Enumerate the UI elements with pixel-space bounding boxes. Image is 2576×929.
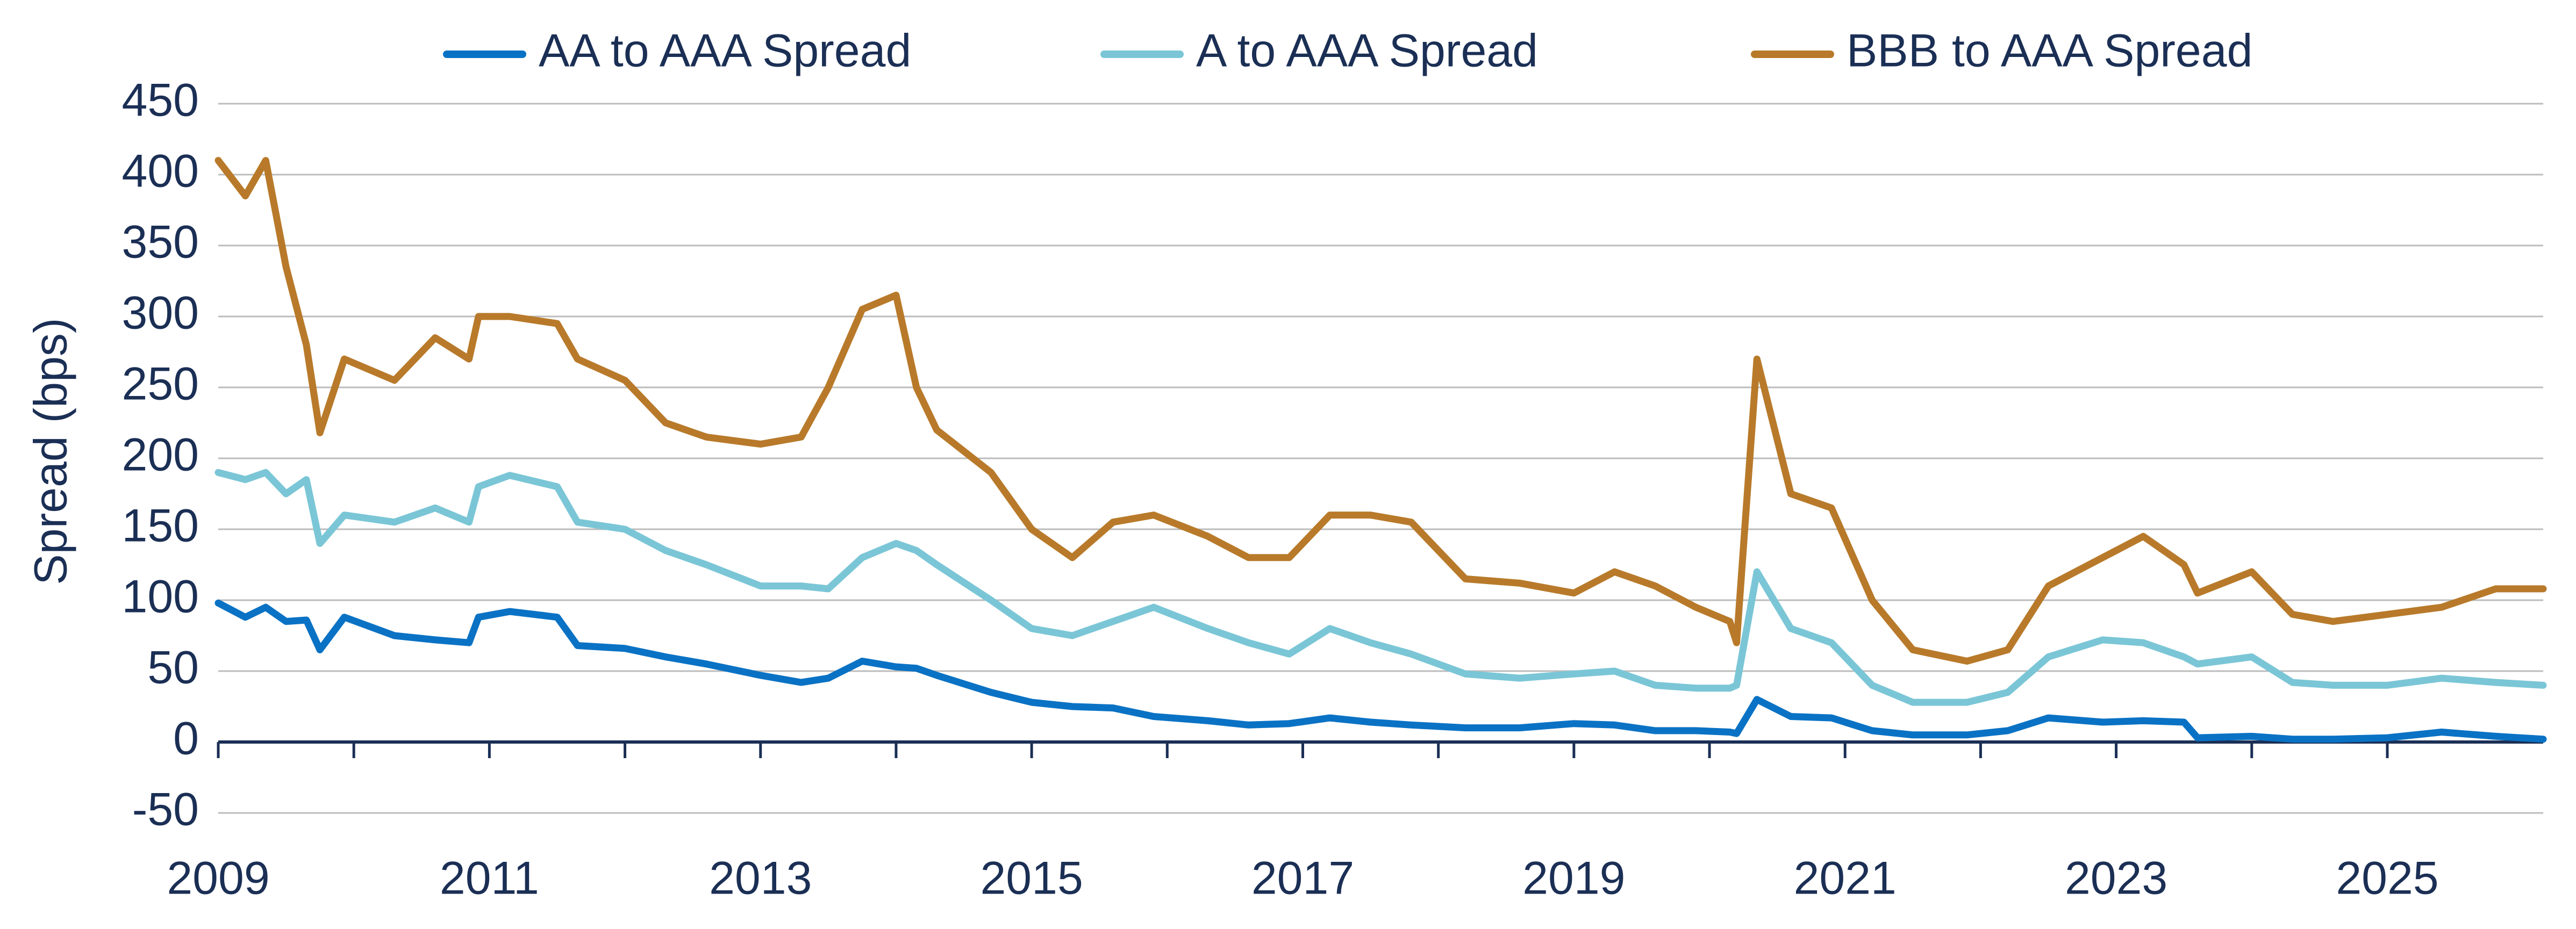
legend-label: BBB to AAA Spread [1847, 25, 2252, 77]
x-tick-label: 2011 [440, 853, 539, 904]
y-tick-label: 150 [122, 500, 199, 552]
series-line [214, 469, 2547, 706]
legend-label: AA to AAA Spread [539, 25, 911, 77]
x-tick-label: 2013 [709, 853, 812, 904]
y-tick-label: 450 [122, 75, 199, 126]
y-tick-label: 350 [122, 217, 199, 268]
y-tick-label: 250 [122, 358, 199, 410]
series-line [214, 599, 2547, 743]
y-tick-label: 100 [122, 571, 199, 623]
x-tick-label: 2019 [1522, 853, 1625, 904]
y-tick-label: 300 [122, 287, 199, 339]
y-tick-label: 400 [122, 146, 199, 197]
y-tick-label: 50 [147, 642, 199, 694]
y-axis-label: Spread (bps) [25, 318, 77, 585]
series-line [214, 157, 2547, 665]
x-tick-label: 2025 [2336, 853, 2438, 904]
y-tick-label: -50 [132, 784, 199, 836]
x-tick-label: 2017 [1251, 853, 1354, 904]
x-tick-label: 2021 [1794, 853, 1897, 904]
x-tick-label: 2023 [2065, 853, 2167, 904]
y-tick-label: 0 [173, 713, 199, 765]
x-tick-label: 2009 [167, 853, 269, 904]
x-tick-label: 2015 [980, 853, 1083, 904]
y-tick-label: 200 [122, 429, 199, 481]
legend-label: A to AAA Spread [1196, 25, 1538, 77]
